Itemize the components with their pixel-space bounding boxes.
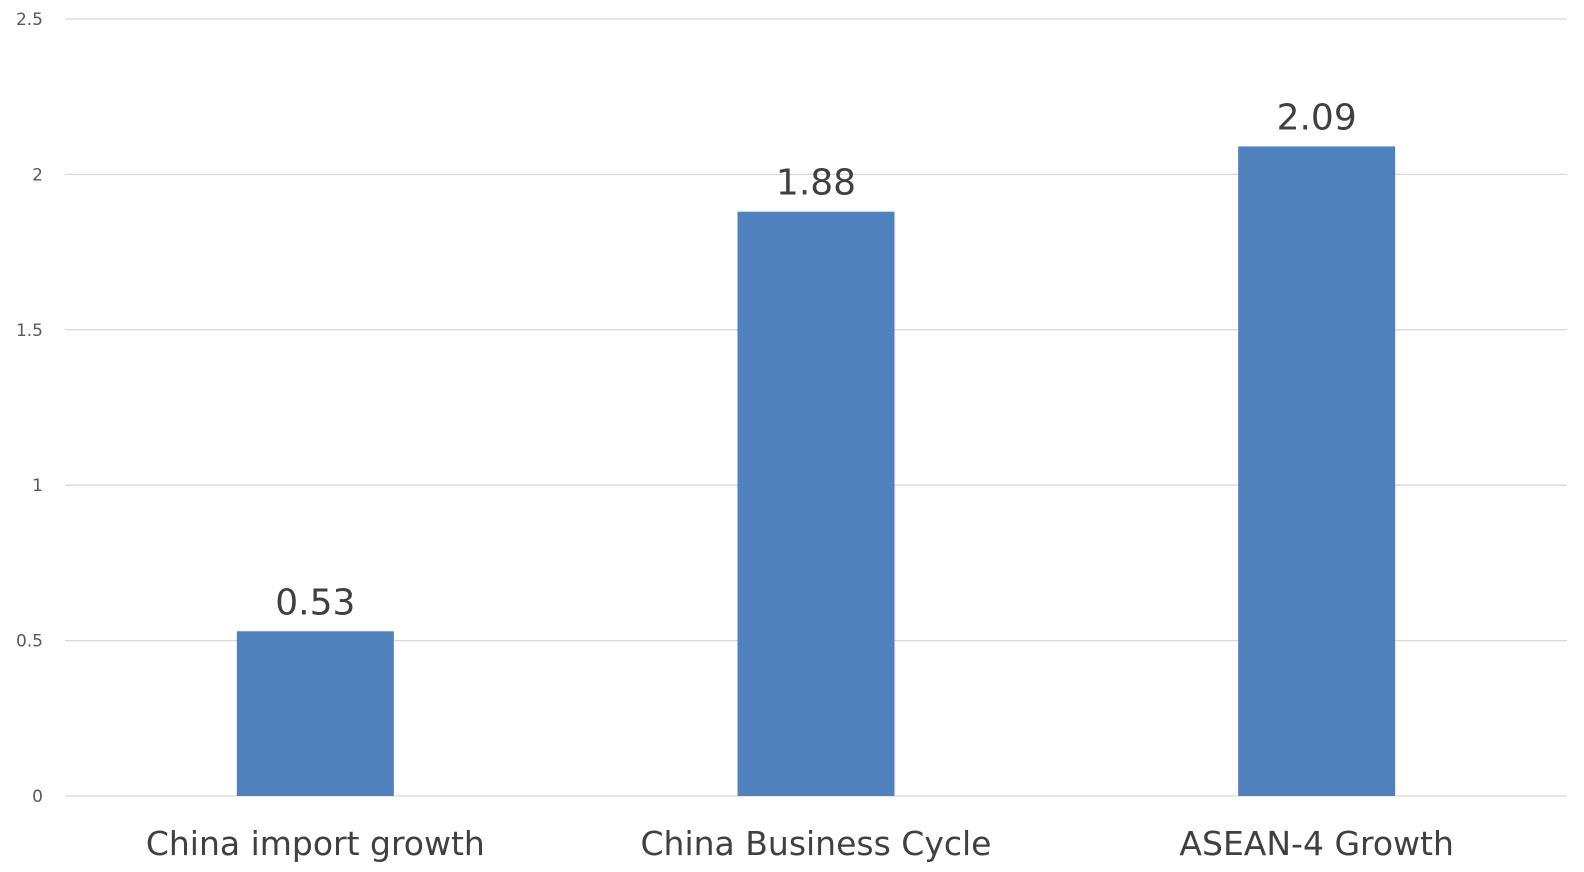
x-tick-label: ASEAN-4 Growth bbox=[1179, 824, 1453, 863]
data-label: 1.88 bbox=[776, 163, 856, 204]
x-tick-label: China Business Cycle bbox=[641, 824, 992, 863]
y-tick-label: 2 bbox=[32, 165, 43, 185]
x-axis-category-labels: China import growth China Business Cycle A… bbox=[146, 824, 1454, 863]
y-tick-label: 1.5 bbox=[16, 321, 43, 341]
bars bbox=[236, 146, 1396, 797]
bar bbox=[1238, 146, 1396, 797]
data-labels: 0.53 1.88 2.09 bbox=[275, 97, 1356, 623]
x-tick-label: China import growth bbox=[146, 824, 485, 863]
bar bbox=[737, 211, 895, 797]
y-tick-label: 2.5 bbox=[16, 10, 43, 30]
data-label: 0.53 bbox=[275, 582, 355, 623]
y-tick-label: 0.5 bbox=[16, 632, 43, 652]
y-tick-label: 1 bbox=[32, 476, 43, 496]
data-label: 2.09 bbox=[1277, 97, 1357, 138]
y-axis-tick-labels: 0 0.5 1 1.5 2 2.5 bbox=[16, 10, 43, 807]
y-tick-label: 0 bbox=[32, 787, 43, 807]
bar bbox=[236, 631, 394, 796]
